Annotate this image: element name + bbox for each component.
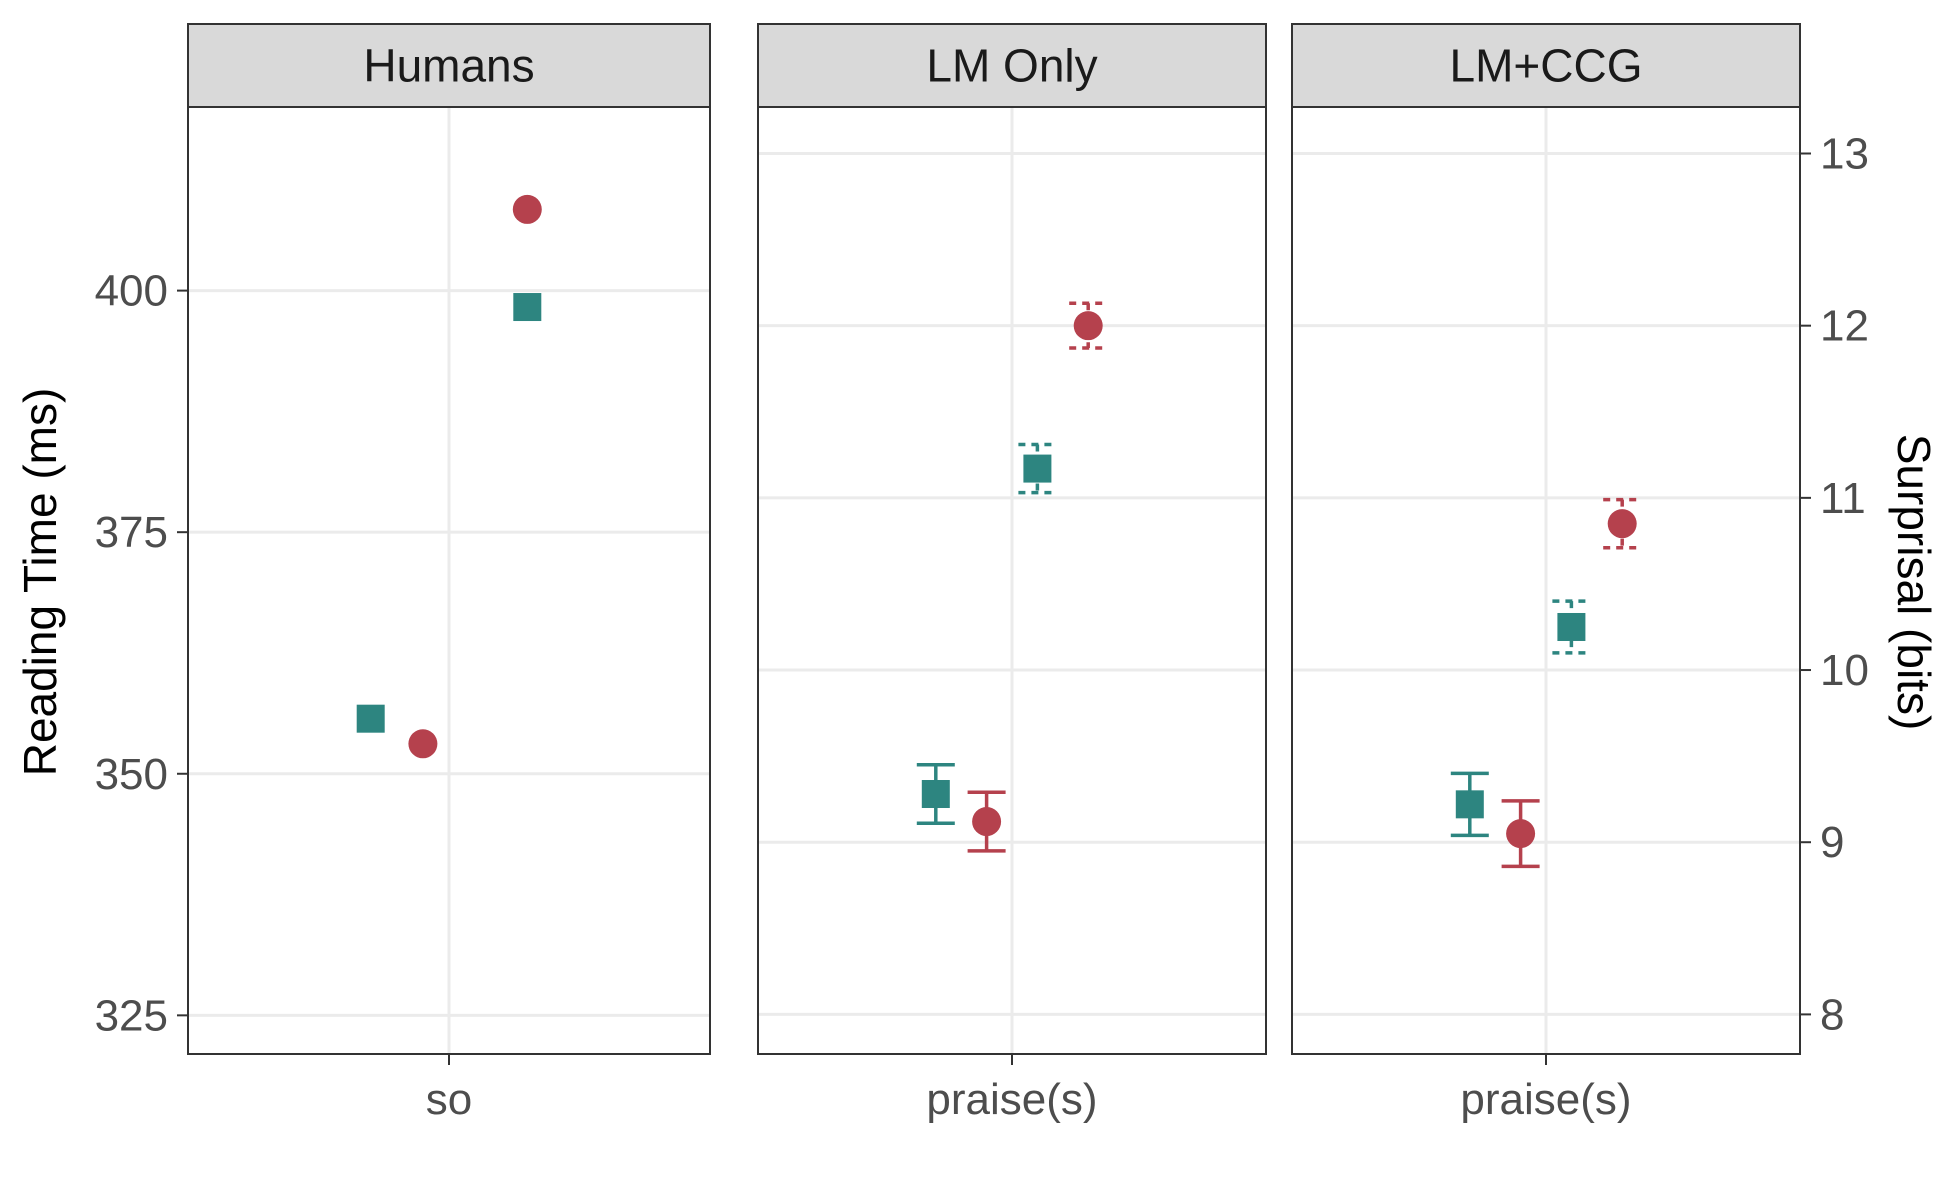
data-point-square (1455, 790, 1484, 819)
left-y-tick-label: 400 (95, 267, 168, 316)
data-point-circle (408, 729, 438, 759)
right-y-tick-label: 9 (1820, 818, 1844, 867)
right-y-tick-label: 8 (1820, 990, 1844, 1039)
x-tick-label: praise(s) (926, 1075, 1097, 1124)
data-point-square (356, 704, 385, 733)
data-point-circle (972, 807, 1002, 837)
right-y-tick-label: 13 (1820, 129, 1869, 178)
left-y-tick-label: 350 (95, 750, 168, 799)
facet-panel-0: Humans so (187, 23, 711, 1124)
facet-strip-label: LM+CCG (1450, 40, 1643, 92)
data-point-square (1023, 454, 1052, 483)
data-point-circle (512, 194, 542, 224)
data-point-square (1557, 612, 1586, 641)
right-axis-title: Surprisal (bits) (1888, 434, 1940, 731)
facet-panel-1: LM Only praise(s) (757, 23, 1267, 1124)
data-point-circle (1607, 509, 1637, 539)
data-point-circle (1073, 311, 1103, 341)
right-y-axis: 8 9 10 11 12 13 (1800, 129, 1869, 1039)
data-point-square (513, 293, 542, 322)
data-point-square (921, 780, 950, 809)
data-point-circle (1506, 819, 1536, 849)
x-tick-label: so (426, 1075, 472, 1124)
facet-strip-label: LM Only (926, 40, 1097, 92)
right-y-tick-label: 12 (1820, 302, 1869, 351)
left-y-tick-label: 325 (95, 991, 168, 1040)
facet-strip-label: Humans (363, 40, 534, 92)
facet-strip (757, 23, 1267, 108)
x-tick-label: praise(s) (1460, 1075, 1631, 1124)
left-y-tick-label: 375 (95, 508, 168, 557)
left-axis-title: Reading Time (ms) (14, 388, 66, 777)
facet-panels: Humans so LM Only praise(s) LM+CCG praise(s) (187, 23, 1801, 1124)
right-y-tick-label: 11 (1820, 474, 1866, 523)
left-y-axis: 325 350 375 400 (95, 267, 188, 1040)
facet-panel-2: LM+CCG praise(s) (1291, 23, 1801, 1124)
right-y-tick-label: 10 (1820, 646, 1869, 695)
facet-strip (187, 23, 711, 108)
